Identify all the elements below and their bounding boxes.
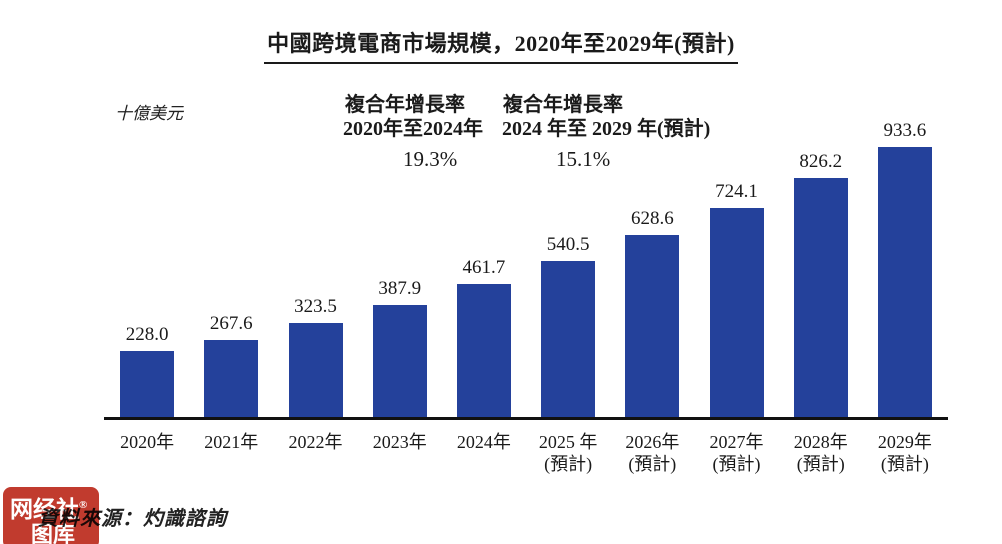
bar-column: 724.1: [694, 181, 778, 417]
bar-column: 461.7: [442, 256, 526, 417]
x-axis-label: 2025 年 (預計): [538, 432, 598, 474]
bar: [456, 283, 511, 417]
bar-column: 628.6: [610, 208, 694, 417]
bar-value-label: 933.6: [883, 120, 927, 141]
watermark-line2: 图库: [31, 522, 76, 544]
plot-area: 228.0 267.6 323.5 387.9 461.7 540.5 628.6 724.1…: [105, 98, 947, 417]
bar: [541, 260, 596, 417]
cagr-2024-2029-label-line2: 2024 年至 2029 年(預計): [502, 118, 711, 140]
cagr-2020-2024-label-line1: 複合年增長率: [345, 94, 465, 116]
bar-value-label: 540.5: [546, 233, 590, 255]
bar-value-label: 461.7: [462, 256, 506, 278]
bar-value-label: 628.6: [630, 208, 674, 230]
watermark-stamp: 网经社® 图库: [3, 487, 99, 544]
bar-column: 267.6: [189, 313, 273, 417]
cagr-2020-2024-label-line2: 2020年至2024年: [343, 118, 483, 140]
cagr-2024-2029-value: 15.1%: [556, 147, 611, 171]
y-axis-unit-label: 十億美元: [115, 104, 183, 123]
x-axis-label: 2029年 (預計): [877, 432, 932, 474]
bar: [625, 235, 680, 417]
bar-value-label: 724.1: [715, 180, 758, 202]
bar-value-label: 323.5: [294, 296, 337, 318]
x-axis-label: 2026年 (預計): [625, 432, 680, 474]
bar-column: 540.5: [526, 234, 610, 417]
cagr-2020-2024-value: 19.3%: [403, 147, 458, 171]
bar: [793, 178, 848, 417]
x-axis-label: 2028年 (預計): [793, 432, 848, 474]
bar-value-label: 228.0: [125, 324, 169, 346]
title-row: 中國跨境電商市場規模，2020年至2029年(預計): [0, 26, 1002, 64]
bar: [372, 304, 427, 417]
bar: [709, 207, 764, 417]
bar-column: 228.0: [105, 324, 189, 417]
x-axis-labels: 2020年 2021年 2022年 2023年 2024年 2025 年 (預計) 2026年…: [105, 431, 947, 475]
watermark-line1: 网经社®: [10, 497, 88, 522]
x-axis-label: 2027年 (預計): [709, 432, 764, 474]
bar-value-label: 387.9: [378, 277, 422, 299]
bar: [120, 351, 175, 417]
x-axis-label: 2023年: [372, 432, 427, 452]
cagr-2024-2029-label-line1: 複合年增長率: [503, 94, 623, 116]
x-axis-label: 2020年: [120, 432, 175, 452]
x-axis-line: [104, 417, 948, 420]
bar: [204, 339, 259, 417]
bar-column: 933.6: [863, 120, 947, 417]
bar: [877, 147, 932, 417]
bar-value-label: 826.2: [799, 151, 843, 173]
x-axis-label: 2024年: [456, 432, 511, 452]
bar-column: 826.2: [779, 151, 863, 417]
bar-column: 387.9: [358, 278, 442, 417]
bar-column: 323.5: [273, 296, 357, 417]
bar: [288, 323, 343, 417]
source-note: 資料來源：灼識諮詢: [38, 508, 227, 530]
bar-value-label: 267.6: [209, 312, 253, 334]
x-axis-label: 2022年: [288, 432, 343, 452]
x-axis-label: 2021年: [204, 432, 259, 452]
registered-trademark-icon: ®: [79, 499, 88, 511]
chart-title: 中國跨境電商市場規模，2020年至2029年(預計): [264, 26, 738, 64]
